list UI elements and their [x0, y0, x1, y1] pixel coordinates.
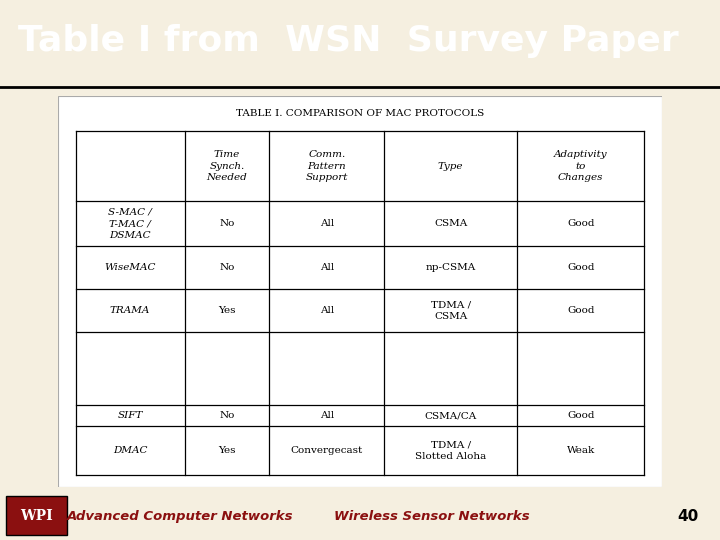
Text: Advanced Computer Networks: Advanced Computer Networks — [67, 510, 293, 523]
Text: Good: Good — [567, 306, 595, 315]
Text: Weak: Weak — [567, 447, 595, 455]
Text: Wireless Sensor Networks: Wireless Sensor Networks — [334, 510, 530, 523]
Text: WiseMAC: WiseMAC — [104, 264, 156, 272]
Text: np-CSMA: np-CSMA — [426, 264, 476, 272]
Text: Adaptivity
to
Changes: Adaptivity to Changes — [554, 150, 608, 183]
Text: Good: Good — [567, 411, 595, 420]
Text: CSMA/CA: CSMA/CA — [425, 411, 477, 420]
Text: TRAMA: TRAMA — [110, 306, 150, 315]
Text: 40: 40 — [677, 509, 698, 524]
Text: S-MAC /
T-MAC /
DSMAC: S-MAC / T-MAC / DSMAC — [108, 207, 152, 240]
Text: Yes: Yes — [218, 447, 235, 455]
Text: Table I from  WSN  Survey Paper: Table I from WSN Survey Paper — [18, 24, 679, 58]
Text: All: All — [320, 264, 334, 272]
Text: Comm.
Pattern
Support: Comm. Pattern Support — [305, 150, 348, 183]
Text: WPI: WPI — [19, 509, 53, 523]
FancyBboxPatch shape — [58, 96, 662, 487]
FancyBboxPatch shape — [6, 496, 67, 535]
Text: No: No — [220, 219, 235, 228]
Text: Type: Type — [438, 161, 464, 171]
Text: Yes: Yes — [218, 306, 235, 315]
Text: Time
Synch.
Needed: Time Synch. Needed — [207, 150, 247, 183]
Text: All: All — [320, 306, 334, 315]
Text: All: All — [320, 411, 334, 420]
Text: Convergecast: Convergecast — [291, 447, 363, 455]
Text: No: No — [220, 411, 235, 420]
Text: SIFT: SIFT — [117, 411, 143, 420]
Text: TABLE I. COMPARISON OF MAC PROTOCOLS: TABLE I. COMPARISON OF MAC PROTOCOLS — [236, 109, 484, 118]
Text: TDMA /
CSMA: TDMA / CSMA — [431, 300, 471, 321]
Text: All: All — [320, 219, 334, 228]
Text: TDMA /
Slotted Aloha: TDMA / Slotted Aloha — [415, 441, 486, 461]
Text: Good: Good — [567, 264, 595, 272]
Text: Good: Good — [567, 219, 595, 228]
Text: DMAC: DMAC — [113, 447, 148, 455]
Text: No: No — [220, 264, 235, 272]
Text: CSMA: CSMA — [434, 219, 467, 228]
